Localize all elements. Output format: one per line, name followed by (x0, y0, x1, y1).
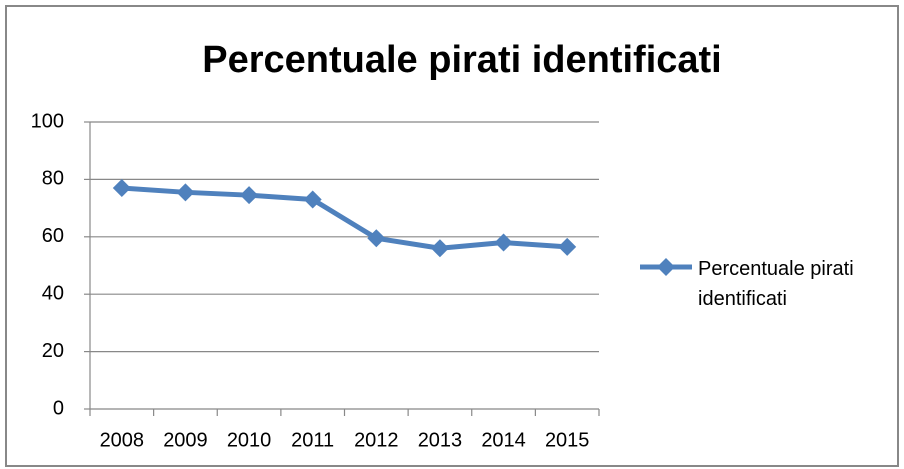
y-tick-label: 0 (53, 397, 64, 419)
chart-title: Percentuale pirati identificati (202, 39, 721, 81)
x-tick-label: 2014 (481, 429, 526, 451)
y-tick-label: 80 (42, 168, 64, 190)
data-point (112, 179, 131, 198)
y-tick-label: 40 (42, 282, 64, 304)
data-point (240, 186, 259, 205)
data-point (367, 229, 386, 248)
x-tick-label: 2015 (545, 429, 590, 451)
x-tick-label: 2010 (227, 429, 272, 451)
data-point (430, 239, 449, 258)
y-tick-label: 60 (42, 225, 64, 247)
x-tick-label: 2008 (100, 429, 145, 451)
x-tick-label: 2009 (163, 429, 208, 451)
data-line (121, 185, 568, 251)
y-tick-label: 20 (42, 340, 64, 362)
data-point (176, 183, 195, 202)
legend-label: Percentuale pirati identificati (698, 258, 854, 310)
data-point (303, 190, 322, 209)
x-tick-label: 2011 (291, 429, 334, 451)
data-point (494, 233, 513, 252)
data-point (558, 237, 577, 256)
x-tick-label: 2012 (354, 429, 399, 451)
legend-marker (657, 258, 675, 276)
chart-border (5, 5, 899, 467)
x-tick-label: 2013 (418, 429, 463, 451)
y-tick-label: 100 (31, 110, 64, 132)
